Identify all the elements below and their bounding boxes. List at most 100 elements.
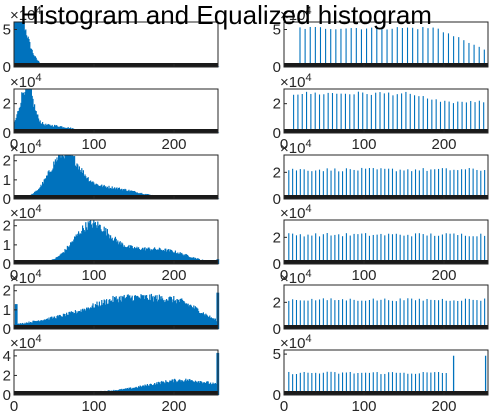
bar xyxy=(91,181,93,199)
bar xyxy=(122,296,124,329)
bar xyxy=(170,249,172,264)
bar xyxy=(110,187,112,199)
bar xyxy=(210,384,212,395)
bar xyxy=(46,124,48,133)
bars xyxy=(14,89,220,133)
bar xyxy=(15,117,17,133)
bar xyxy=(74,236,76,264)
bar xyxy=(142,247,144,264)
bar xyxy=(34,320,36,329)
bar xyxy=(159,384,161,395)
bar xyxy=(166,299,168,329)
bar xyxy=(110,235,112,264)
bar xyxy=(110,239,112,264)
bar xyxy=(190,380,192,395)
bar xyxy=(97,184,99,199)
bar xyxy=(172,299,174,329)
bar xyxy=(62,156,64,199)
bar xyxy=(212,382,214,395)
bar xyxy=(109,238,111,264)
bar xyxy=(99,224,101,264)
bar xyxy=(25,89,27,133)
bar xyxy=(187,380,189,395)
bar xyxy=(77,233,79,264)
bar xyxy=(203,314,205,329)
bar xyxy=(62,252,64,264)
axes-box xyxy=(13,219,219,265)
bar xyxy=(111,186,113,199)
bar xyxy=(85,310,87,329)
bars xyxy=(288,355,487,395)
bar xyxy=(177,381,179,395)
bar xyxy=(50,171,52,199)
bar xyxy=(186,304,188,329)
ytick-label: 2 xyxy=(273,229,281,246)
baseline-markers xyxy=(284,63,488,67)
bar xyxy=(87,221,89,264)
axes-original-3: 0 1 2×104 xyxy=(3,138,220,208)
bar xyxy=(84,231,86,264)
bar xyxy=(125,297,127,329)
bar xyxy=(134,190,136,199)
bar xyxy=(58,314,60,329)
baseline-markers xyxy=(14,391,218,395)
bar xyxy=(42,183,44,199)
bar xyxy=(44,178,46,199)
bar xyxy=(74,156,76,199)
bar xyxy=(31,49,33,67)
bar xyxy=(34,104,36,133)
bar xyxy=(103,184,105,199)
bar xyxy=(114,187,116,199)
bar xyxy=(153,384,155,395)
bar xyxy=(86,229,88,264)
bar xyxy=(71,241,73,264)
bar xyxy=(154,296,156,329)
bar xyxy=(151,297,153,329)
bar xyxy=(53,318,55,329)
bar xyxy=(190,380,192,395)
bars xyxy=(299,26,485,67)
bar xyxy=(70,155,72,199)
bar xyxy=(101,300,103,329)
bar xyxy=(66,245,68,264)
bar xyxy=(110,188,112,199)
xtick-label: 0 xyxy=(10,398,18,415)
bar xyxy=(187,303,189,329)
bar xyxy=(150,383,152,395)
xtick-label: 200 xyxy=(431,136,456,153)
bar xyxy=(84,174,86,199)
bar xyxy=(22,23,24,67)
bar xyxy=(102,304,104,329)
bar xyxy=(88,223,90,264)
bar xyxy=(197,382,199,395)
bar xyxy=(158,381,160,395)
baseline-markers xyxy=(284,260,488,264)
bar xyxy=(66,155,68,199)
bar xyxy=(214,319,216,329)
bar xyxy=(135,247,137,264)
bar xyxy=(80,172,82,199)
bar xyxy=(66,312,68,329)
bar xyxy=(139,249,141,264)
bar xyxy=(183,301,185,329)
bar xyxy=(162,381,164,395)
bar xyxy=(178,302,180,329)
bar xyxy=(71,311,73,329)
bar xyxy=(60,157,62,199)
bar xyxy=(68,247,70,264)
bar xyxy=(51,170,53,199)
bar xyxy=(121,242,123,264)
bar xyxy=(149,294,151,329)
bar xyxy=(130,245,132,264)
bar xyxy=(38,189,40,199)
axes-equalized-6: 050 100 200×104 xyxy=(273,333,489,415)
bar xyxy=(119,241,121,264)
bars xyxy=(288,233,486,264)
bar xyxy=(157,301,159,329)
xtick-label: 0 xyxy=(280,136,288,153)
bar xyxy=(145,295,147,329)
bar xyxy=(42,320,44,329)
bar xyxy=(94,223,96,264)
bar xyxy=(118,302,120,329)
